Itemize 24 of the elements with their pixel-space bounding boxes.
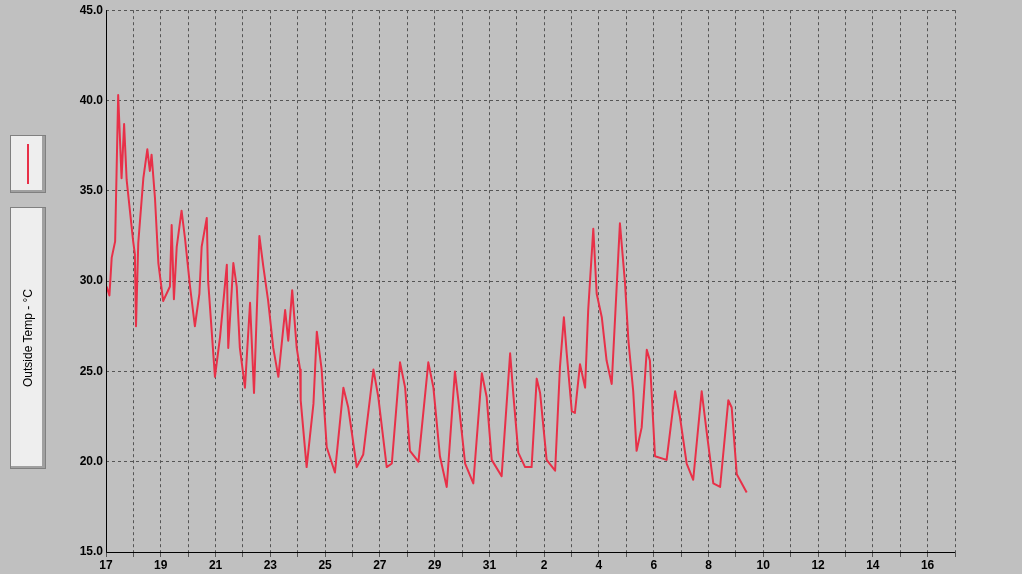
x-tick-label: 12 xyxy=(811,557,826,572)
x-tick-label: 31 xyxy=(482,557,497,572)
x-tick-label: 10 xyxy=(756,557,771,572)
x-tick-label: 8 xyxy=(705,557,713,572)
x-tick-label: 23 xyxy=(263,557,278,572)
y-tick-label: 25.0 xyxy=(79,363,104,378)
x-tick-label: 29 xyxy=(427,557,442,572)
x-tick-label: 16 xyxy=(920,557,935,572)
y-tick-label: 35.0 xyxy=(79,183,104,198)
x-tick-label: 6 xyxy=(650,557,658,572)
y-tick-label: 20.0 xyxy=(79,454,104,469)
y-tick-label: 15.0 xyxy=(79,544,104,559)
x-tick-label: 19 xyxy=(154,557,168,572)
x-tick-label: 14 xyxy=(866,557,880,572)
x-tick-label: 21 xyxy=(208,557,223,572)
y-tick-label: 45.0 xyxy=(79,2,104,17)
y-tick-label: 40.0 xyxy=(79,92,104,107)
x-tick-label: 2 xyxy=(540,557,548,572)
y-tick-label: 30.0 xyxy=(79,273,104,288)
x-tick-label: 25 xyxy=(318,557,333,572)
x-tick-label: 17 xyxy=(99,557,113,572)
text: Outside Temp - °C xyxy=(21,289,35,387)
x-tick-label: 27 xyxy=(373,557,387,572)
x-tick-label: 4 xyxy=(595,557,603,572)
